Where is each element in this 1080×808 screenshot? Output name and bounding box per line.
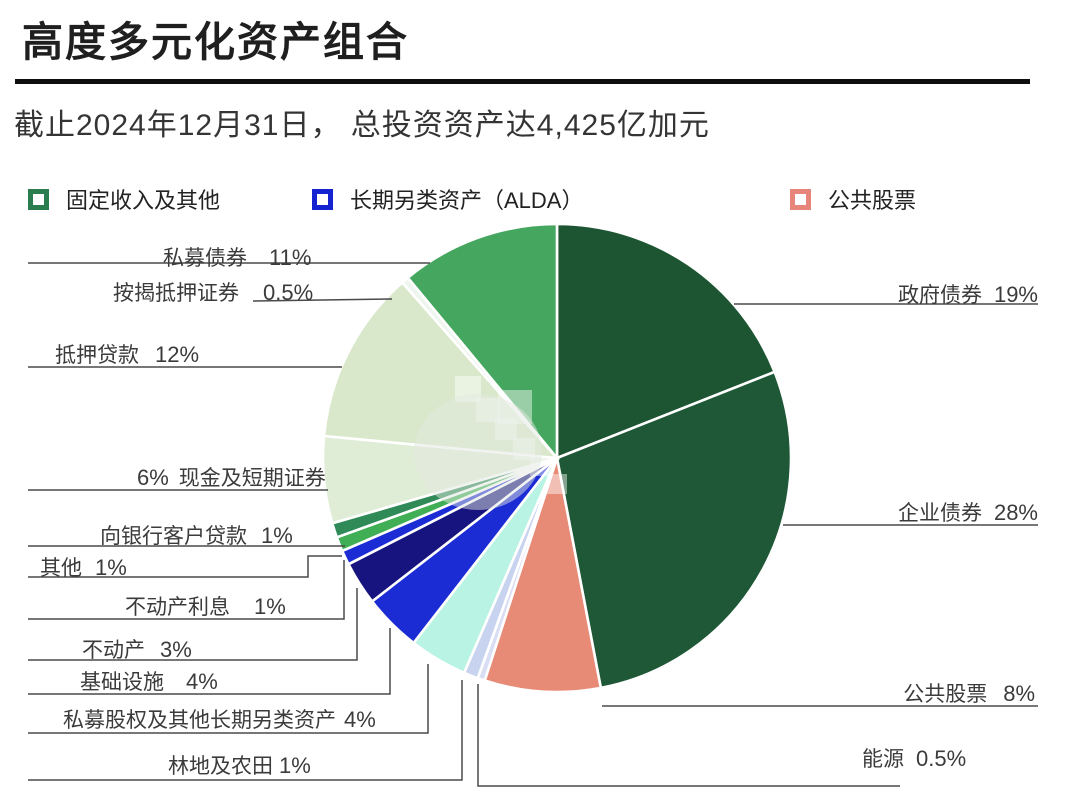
slice-percent: 3% (160, 637, 192, 662)
leader-line-timberland-and-farmland (28, 680, 463, 781)
slice-label-real-estate-interest: 不动产利息 1% (125, 591, 286, 621)
slice-label-corporate-bonds: 企业债券 28% (898, 497, 1038, 527)
slice-percent: 0.5% (263, 280, 314, 305)
slice-label-mortgage-backed-securities: 按揭抵押证券 0.5% (113, 277, 313, 307)
slice-name: 现金及短期证券 (178, 467, 326, 490)
legend-label: 长期另类资产（ALDA） (350, 188, 584, 213)
slice-label-real-estate: 不动产 3% (82, 634, 192, 664)
slice-percent: 6% (137, 465, 169, 490)
slice-label-energy: 能源 0.5% (862, 743, 966, 773)
slice-percent: 1% (261, 523, 293, 548)
legend-swatch-icon (790, 188, 811, 210)
subtitle: 截止2024年12月31日， 总投资资产达4,425亿加元 (14, 109, 710, 142)
slice-percent: 0.5% (916, 746, 967, 771)
slice-percent: 4% (344, 707, 376, 732)
slice-name: 公共股票 (903, 683, 988, 706)
slice-name: 能源 (862, 748, 904, 771)
slice-label-government-bonds: 政府债券 19% (898, 279, 1038, 309)
slice-label-other: 其他 1% (40, 552, 127, 582)
leader-line-real-estate-interest (28, 560, 345, 620)
leader-line-other (28, 555, 342, 578)
slice-name: 其他 (40, 557, 82, 580)
slice-label-infrastructure: 基础设施 4% (80, 666, 218, 696)
slice-name: 私募债券 (163, 247, 247, 270)
slice-label-private-equity-other-alda: 私募股权及其他长期另类资产 4% (63, 704, 376, 734)
slice-name: 私募股权及其他长期另类资产 (63, 709, 336, 732)
pie-slice-private-bonds (405, 222, 559, 462)
slice-label-mortgage-loans: 抵押贷款 12% (55, 339, 199, 369)
legend-swatch-icon (28, 188, 49, 210)
pie-slice-corporate-bonds (555, 370, 793, 690)
slice-label-timberland-and-farmland: 林地及农田 1% (168, 750, 311, 780)
leader-line-energy (477, 684, 900, 787)
slice-name: 向银行客户贷款 (100, 525, 247, 548)
leader-line-real-estate (28, 588, 358, 661)
leader-line-infrastructure (28, 628, 391, 695)
blurred-watermark (414, 394, 542, 510)
legend-item-0: 固定收入及其他 (28, 183, 220, 215)
slice-percent: 19% (993, 282, 1038, 307)
legend-swatch-icon (312, 188, 333, 210)
legend-label: 公共股票 (828, 188, 917, 213)
title-divider (15, 79, 1030, 84)
slice-percent: 1% (254, 594, 286, 619)
slice-percent: 8% (1003, 681, 1035, 706)
slice-name: 企业债券 (897, 502, 982, 525)
legend-item-1: 长期另类资产（ALDA） (312, 183, 583, 215)
slice-label-cash-short-term-securities: 6% 现金及短期证券 (137, 462, 326, 492)
slice-name: 基础设施 (80, 671, 164, 694)
blurred-watermark (547, 474, 567, 494)
legend-label: 固定收入及其他 (66, 188, 221, 213)
slice-name: 不动产 (82, 639, 145, 662)
slice-percent: 12% (155, 342, 200, 367)
page-title: 高度多元化资产组合 (22, 19, 409, 65)
slice-percent: 1% (95, 555, 127, 580)
slice-percent: 28% (993, 500, 1038, 525)
slice-name: 不动产利息 (125, 596, 230, 619)
slice-percent: 1% (279, 753, 311, 778)
slice-label-public-equities: 公共股票 8% (903, 678, 1035, 708)
slice-name: 抵押贷款 (55, 344, 139, 367)
leader-line-private-equity-other-alda (28, 664, 429, 734)
slice-name: 林地及农田 (168, 755, 273, 778)
slice-percent: 4% (186, 669, 218, 694)
pie-slice-public-equities (483, 457, 603, 694)
slice-name: 政府债券 (897, 284, 982, 307)
pie-slice-government-bonds (555, 222, 777, 460)
legend-item-2: 公共股票 (790, 183, 916, 215)
slice-name: 按揭抵押证券 (113, 282, 239, 305)
slice-label-loans-to-bank-clients: 向银行客户贷款 1% (100, 520, 293, 550)
leader-line-mortgage-backed-securities (252, 298, 393, 302)
slice-label-private-bonds: 私募债券 11% (163, 242, 311, 272)
slice-percent: 11% (269, 245, 312, 270)
